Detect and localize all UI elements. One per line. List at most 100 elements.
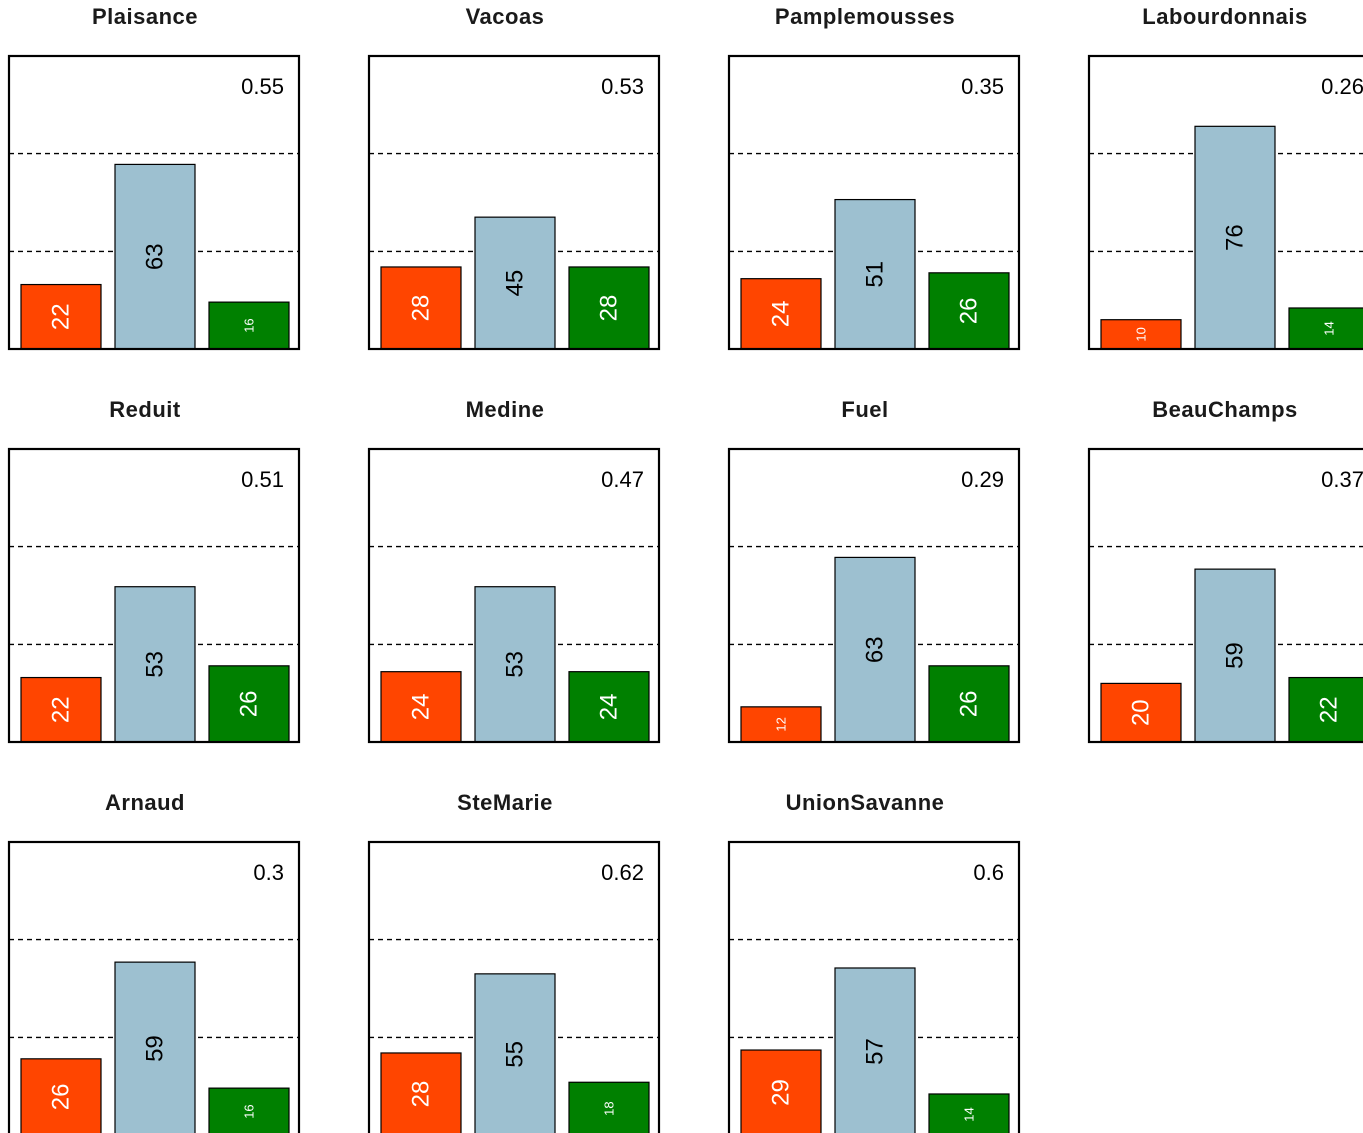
corner-value: 0.6	[973, 860, 1004, 885]
plot-area: 22 53 26 0.51	[7, 447, 301, 744]
bar-value-label: 22	[48, 303, 75, 330]
bar	[380, 1052, 462, 1133]
chart-panel: Arnaud 26 59 16 0.3	[0, 786, 360, 1133]
bar-value-label: 24	[408, 693, 435, 720]
bar	[20, 676, 102, 743]
corner-value: 0.51	[241, 467, 284, 492]
corner-value: 0.37	[1321, 467, 1363, 492]
bar	[380, 266, 462, 350]
bar-value-label: 53	[502, 651, 529, 678]
bar-value-label: 16	[242, 1104, 257, 1118]
plot-area: 20 59 22 0.37	[1087, 447, 1363, 744]
bar-value-label: 59	[142, 1035, 169, 1062]
plot-frame	[367, 54, 661, 351]
chart-panel: BeauChamps 20 59 22 0.37	[1080, 393, 1363, 786]
bar-value-label: 28	[596, 295, 623, 322]
bar-value-label: 22	[1316, 696, 1343, 723]
panel-title: Medine	[465, 397, 545, 422]
chart-panel: Vacoas 28 45 28 0.53	[360, 0, 720, 393]
panel-title: Pamplemousses	[774, 4, 956, 29]
chart-panel: Plaisance 22 63 16 0.55	[0, 0, 360, 393]
plot-frame	[367, 447, 661, 744]
plot-frame	[7, 447, 301, 744]
bar-value-label: 29	[768, 1079, 795, 1106]
bar-value-label: 26	[956, 691, 983, 718]
plot-area: 22 63 16 0.55	[7, 54, 301, 351]
bar	[928, 1093, 1010, 1133]
bar	[1100, 682, 1182, 743]
bar	[20, 1058, 102, 1133]
plot-area: 24 53 24 0.47	[367, 447, 661, 744]
bar	[1288, 307, 1363, 350]
bar	[834, 198, 916, 350]
bar-value-label: 53	[142, 651, 169, 678]
bar-value-label: 59	[1222, 642, 1249, 669]
plot-frame	[727, 447, 1021, 744]
panel-title: Vacoas	[465, 4, 545, 29]
bar	[208, 1087, 290, 1133]
bar-value-label: 20	[1128, 699, 1155, 726]
chart-panel: Pamplemousses 24 51 26 0.35	[720, 0, 1080, 393]
bar-value-label: 26	[48, 1084, 75, 1111]
bar-value-label: 63	[862, 636, 889, 663]
bar-value-label: 63	[142, 243, 169, 270]
plot-area: 12 63 26 0.29	[727, 447, 1021, 744]
corner-value: 0.35	[961, 74, 1004, 99]
bar	[474, 216, 556, 350]
bar-value-label: 28	[408, 295, 435, 322]
bar-value-label: 12	[774, 717, 789, 731]
chart-panel: SteMarie 28 55 18 0.62	[360, 786, 720, 1133]
plot-frame	[7, 54, 301, 351]
panel-title: Plaisance	[91, 4, 198, 29]
bar	[380, 671, 462, 743]
bar-value-label: 16	[242, 318, 257, 332]
bar	[928, 272, 1010, 350]
plot-area: 24 51 26 0.35	[727, 54, 1021, 351]
corner-value: 0.55	[241, 74, 284, 99]
corner-value: 0.3	[253, 860, 284, 885]
bar	[208, 301, 290, 350]
corner-value: 0.29	[961, 467, 1004, 492]
bar	[568, 1081, 650, 1133]
panel-title: Reduit	[109, 397, 181, 422]
bar	[114, 586, 196, 743]
plot-area: 28 45 28 0.53	[367, 54, 661, 351]
bar	[834, 967, 916, 1133]
corner-value: 0.26	[1321, 74, 1363, 99]
bar	[568, 266, 650, 350]
bar	[474, 973, 556, 1133]
chart-panel: Medine 24 53 24 0.47	[360, 393, 720, 786]
bar-value-label: 18	[602, 1101, 617, 1115]
panel-title: SteMarie	[457, 790, 553, 815]
panel-title: Fuel	[841, 397, 889, 422]
panel-title: BeauChamps	[1152, 397, 1298, 422]
plot-frame	[1087, 54, 1363, 351]
bar-value-label: 55	[502, 1041, 529, 1068]
bar-value-label: 26	[956, 298, 983, 325]
bar-value-label: 45	[502, 270, 529, 297]
bar	[928, 665, 1010, 743]
chart-panel: Labourdonnais 10 76 14 0.26	[1080, 0, 1363, 393]
chart-panel: Fuel 12 63 26 0.29	[720, 393, 1080, 786]
bar	[740, 278, 822, 350]
plot-area: 10 76 14 0.26	[1087, 54, 1363, 351]
bar	[1100, 319, 1182, 350]
plot-frame	[7, 840, 301, 1133]
bar-value-label: 28	[408, 1081, 435, 1108]
corner-value: 0.62	[601, 860, 644, 885]
corner-value: 0.53	[601, 74, 644, 99]
bar-value-label: 14	[1322, 321, 1337, 335]
bar	[208, 665, 290, 743]
bar	[114, 961, 196, 1133]
bar-value-label: 57	[862, 1038, 889, 1065]
bar-value-label: 24	[768, 300, 795, 327]
bar	[740, 1049, 822, 1133]
plot-area: 29 57 14 0.6	[727, 840, 1021, 1133]
bar	[1194, 125, 1276, 350]
plot-frame	[1087, 447, 1363, 744]
bar-value-label: 76	[1222, 224, 1249, 251]
bar-value-label: 26	[236, 691, 263, 718]
bar-value-label: 22	[48, 696, 75, 723]
plot-frame	[367, 840, 661, 1133]
